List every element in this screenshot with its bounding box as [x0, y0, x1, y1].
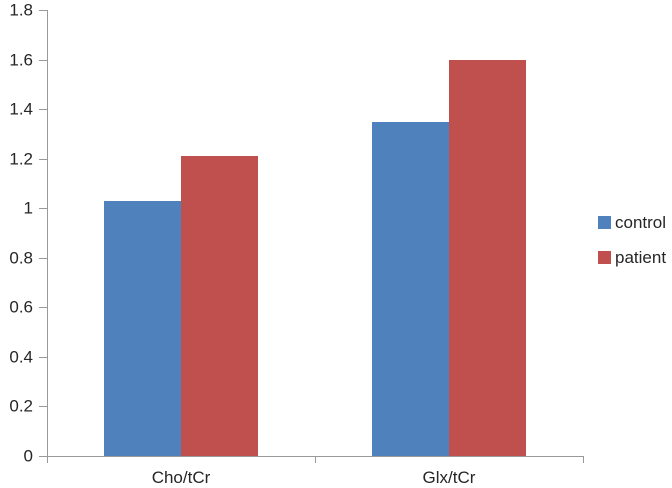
y-tick-label: 0.8: [9, 248, 33, 268]
y-tick-label: 0.2: [9, 396, 33, 416]
y-tick-label: 1.2: [9, 149, 33, 169]
y-axis-line: [47, 10, 48, 456]
bar-patient: [181, 156, 258, 456]
legend-item-control: control: [598, 214, 666, 231]
y-tick-mark: [39, 109, 47, 111]
x-tick-mark: [583, 457, 584, 463]
y-tick-mark: [39, 406, 47, 408]
x-tick-mark: [315, 457, 316, 463]
y-tick-mark: [39, 356, 47, 358]
legend-color-swatch: [598, 216, 611, 229]
legend-color-swatch: [598, 251, 611, 264]
legend-label: control: [615, 213, 667, 232]
y-tick-label: 1.6: [9, 50, 33, 70]
x-axis-label: Glx/tCr: [422, 468, 476, 487]
y-tick-mark: [39, 208, 47, 210]
x-axis-label: Cho/tCr: [151, 468, 211, 487]
bar-control: [372, 121, 449, 456]
x-tick-mark: [47, 457, 48, 463]
y-tick-label: 1: [23, 198, 33, 218]
bar-patient: [449, 59, 526, 456]
x-axis-line: [47, 456, 584, 457]
y-tick-mark: [39, 158, 47, 160]
legend-item-patient: patient: [598, 249, 666, 266]
y-tick-mark: [39, 456, 47, 457]
y-tick-label: 0.4: [9, 347, 33, 367]
y-tick-mark: [39, 307, 47, 309]
y-tick-mark: [39, 257, 47, 259]
y-tick-mark: [39, 59, 47, 61]
bar-control: [104, 200, 181, 456]
legend-label: patient: [615, 248, 667, 267]
y-tick-label: 0: [23, 446, 33, 466]
y-tick-mark: [39, 10, 47, 11]
y-tick-label: 0.6: [9, 297, 33, 317]
legend: control patient: [598, 214, 666, 266]
y-tick-label: 1.8: [9, 0, 33, 20]
y-tick-label: 1.4: [9, 99, 33, 119]
